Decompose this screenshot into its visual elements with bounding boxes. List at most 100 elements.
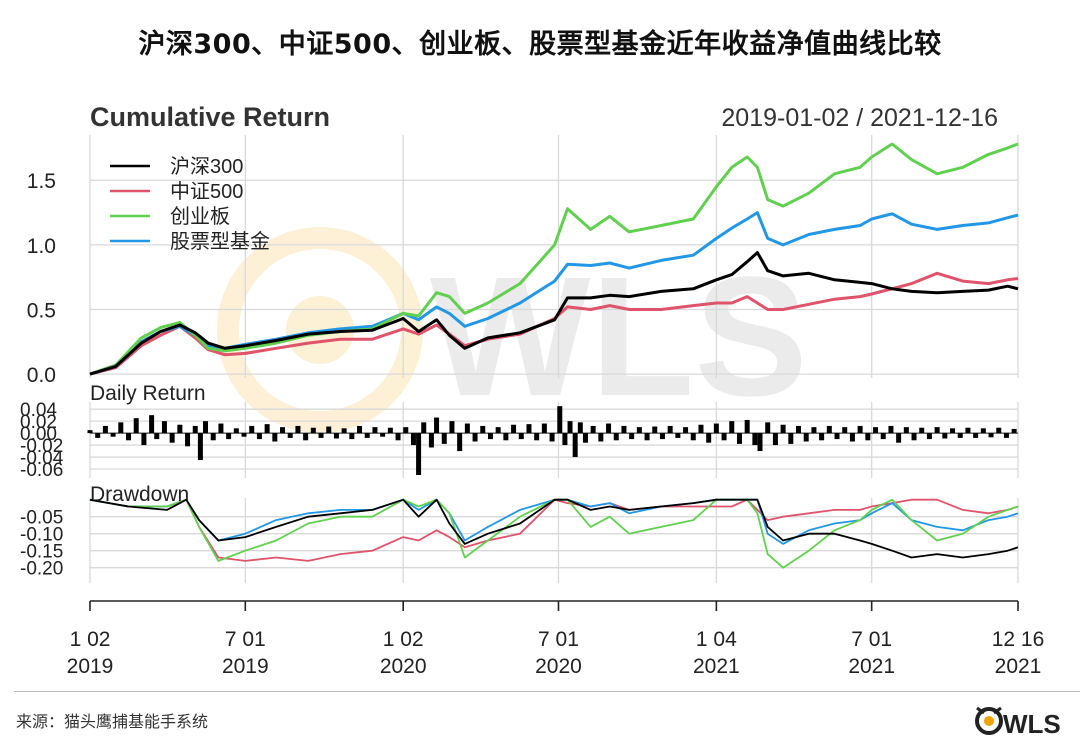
- daily-return-bar: [988, 433, 994, 438]
- daily-return-bar: [926, 433, 932, 440]
- axis-layer: 0.0 0.5 1.0 1.5 0.040.020.00-0.02-0.04-0.06 -…: [20, 170, 1044, 678]
- daily-return-bar: [826, 425, 832, 434]
- cumulative-line-2: [89, 142, 1019, 376]
- daily-return-bar: [788, 433, 794, 444]
- daily-return-bar: [549, 433, 555, 442]
- drawdown-line-3: [89, 498, 1019, 545]
- daily-return-bar: [226, 433, 232, 440]
- daily-return-bar: [567, 421, 573, 434]
- daily-return-bar: [87, 430, 93, 434]
- daily-return-bar: [487, 433, 493, 440]
- daily-return-bar: [256, 433, 262, 440]
- daily-return-bar: [387, 427, 393, 434]
- daily-return-bar: [842, 427, 848, 434]
- daily-return-bar: [713, 423, 719, 434]
- x-tick-year-label: 2021: [995, 655, 1042, 678]
- x-tick-year-label: 2020: [535, 655, 582, 678]
- daily-return-bar: [428, 433, 434, 448]
- daily-return-bar: [249, 425, 255, 434]
- y-tick-label: -0.15: [20, 542, 63, 563]
- daily-return-bar: [865, 433, 871, 441]
- daily-return-bar: [410, 433, 416, 446]
- daily-return-bar: [834, 433, 840, 440]
- daily-return-bar: [849, 433, 855, 442]
- y-tick-label: 0.5: [27, 299, 56, 322]
- daily-return-bar: [287, 433, 293, 438]
- daily-return-bar: [973, 433, 979, 438]
- x-tick-year-label: 2021: [848, 655, 895, 678]
- daily-return-bar: [765, 422, 771, 434]
- x-tick-year-label: 2019: [67, 655, 114, 678]
- legend-label: 中证500: [170, 180, 243, 203]
- daily-return-bar: [706, 433, 712, 443]
- x-tick-label: 12 16: [992, 628, 1045, 651]
- daily-return-bar: [598, 433, 604, 442]
- x-tick-year-label: 2021: [693, 655, 740, 678]
- daily-return-bar: [980, 428, 986, 434]
- chart: WLS Cumulative Return 2019-01-02 / 2021-…: [20, 102, 1044, 678]
- daily-return-bar: [318, 433, 324, 438]
- daily-return-bar: [272, 433, 278, 442]
- daily-return-bar: [729, 421, 735, 434]
- logo-text: WLS: [1003, 709, 1061, 738]
- daily-return-bar: [434, 417, 440, 434]
- legend-label: 股票型基金: [170, 230, 270, 253]
- x-tick-label: 7 01: [851, 628, 892, 651]
- daily-return-bar: [690, 433, 696, 441]
- daily-return-bar: [295, 425, 301, 434]
- daily-return-bar: [919, 427, 925, 434]
- daily-return-bar: [526, 424, 532, 434]
- daily-return-bar: [934, 427, 940, 434]
- y-tick-label: 1.5: [27, 170, 56, 193]
- daily-return-bar: [372, 427, 378, 434]
- daily-return-bar: [472, 433, 478, 442]
- daily-return-bar: [950, 428, 956, 434]
- x-tick-year-label: 2019: [222, 655, 269, 678]
- daily-return-bar: [357, 425, 363, 434]
- daily-return-bar: [416, 433, 422, 476]
- daily-return-bar: [957, 433, 963, 438]
- drawdown-line-2: [89, 498, 1019, 569]
- daily-return-bar: [210, 433, 216, 441]
- daily-return-bar: [652, 426, 658, 434]
- daily-return-bar: [421, 422, 427, 434]
- daily-return-bar: [449, 421, 455, 434]
- y-tick-label: -0.05: [20, 508, 63, 529]
- drawdown-line-0: [89, 498, 1019, 559]
- daily-return-bar: [1011, 428, 1017, 434]
- x-tick-label: 1 02: [70, 628, 111, 651]
- daily-return-bar: [911, 433, 917, 441]
- daily-return-bar: [95, 433, 101, 438]
- daily-return-bar: [744, 419, 750, 434]
- daily-return-bar: [683, 427, 689, 434]
- daily-return-bar: [303, 433, 309, 441]
- daily-return-bar: [636, 427, 642, 434]
- x-tick-label: 1 02: [383, 628, 424, 651]
- y-tick-label: -0.04: [20, 448, 64, 469]
- daily-return-bar: [629, 433, 635, 440]
- drawdown-panel-title: Drawdown: [90, 483, 189, 506]
- daily-return-bar: [110, 433, 116, 437]
- daily-return-bar: [590, 425, 596, 434]
- daily-return-bar: [380, 433, 386, 437]
- daily-return-bar: [1003, 433, 1009, 438]
- daily-return-bar: [796, 425, 802, 434]
- x-tick-label: 7 01: [225, 628, 266, 651]
- daily-return-bar: [757, 433, 763, 452]
- daily-return-bar: [233, 428, 239, 434]
- x-tick-label: 1 04: [696, 628, 737, 651]
- daily-return-bar: [721, 433, 727, 441]
- daily-return-bar: [857, 425, 863, 434]
- daily-return-bar: [644, 433, 650, 441]
- daily-return-bar: [280, 427, 286, 434]
- daily-return-bar: [659, 433, 665, 440]
- daily-return-bar: [364, 433, 370, 438]
- daily-return-bar: [582, 433, 588, 443]
- grid-layer: [89, 135, 1019, 583]
- x-tick-year-label: 2020: [380, 655, 427, 678]
- daily-return-bar: [185, 433, 191, 447]
- y-tick-label: 1.0: [27, 235, 56, 258]
- daily-return-bar: [457, 433, 463, 452]
- daily-return-bar: [577, 422, 583, 434]
